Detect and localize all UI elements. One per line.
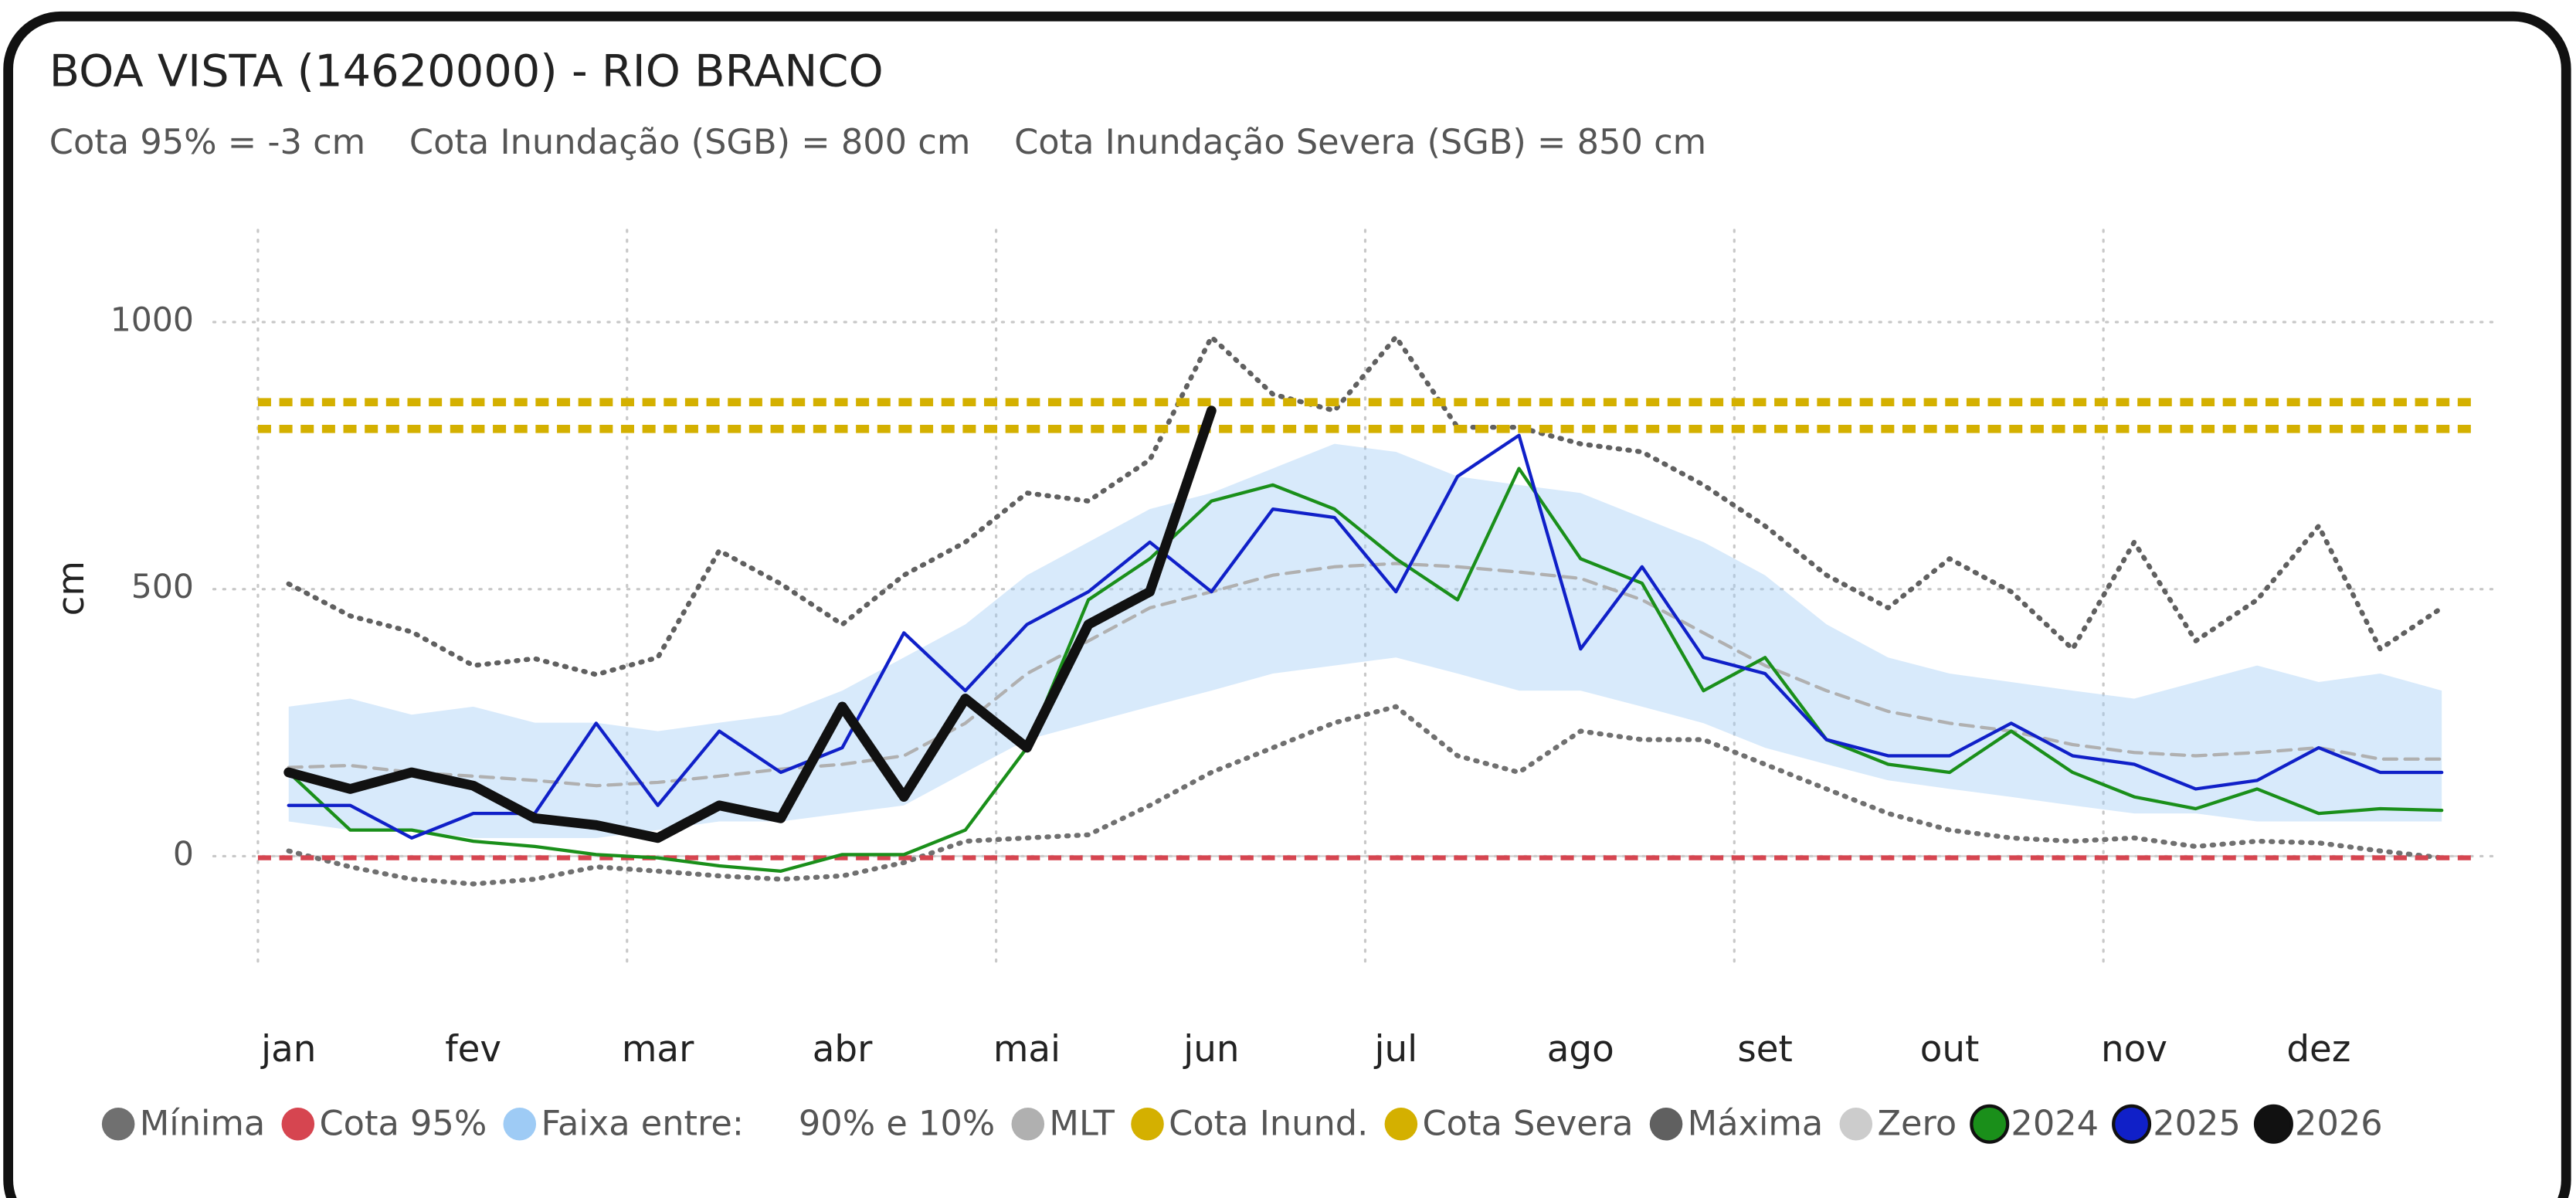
y-tick-label: 500 xyxy=(131,568,194,606)
chart-subtitle: Cota 95% = -3 cm Cota Inundação (SGB) = … xyxy=(49,122,1706,162)
x-tick-label: jan xyxy=(260,1029,316,1071)
legend-marker xyxy=(1011,1107,1045,1141)
series-line xyxy=(286,334,2445,677)
legend-marker xyxy=(1649,1107,1683,1141)
legend-marker xyxy=(1131,1107,1164,1141)
x-tick-label: abr xyxy=(813,1029,873,1071)
legend-marker xyxy=(101,1107,135,1141)
y-tick-label: 0 xyxy=(173,836,194,874)
legend-marker xyxy=(281,1107,315,1141)
legend-label: 2025 xyxy=(2153,1103,2241,1143)
legend-label: Cota Inund. xyxy=(1169,1103,1368,1143)
y-tick-label: 1000 xyxy=(110,302,194,340)
legend-label: Faixa entre: 90% e 10% xyxy=(541,1103,995,1143)
x-tick-label: jul xyxy=(1373,1029,1417,1071)
y-axis-label: cm xyxy=(51,561,93,616)
legend-label: Máxima xyxy=(1688,1103,1824,1143)
legend-marker xyxy=(2253,1104,2293,1144)
x-tick-label: nov xyxy=(2101,1029,2167,1071)
legend-label: Cota 95% xyxy=(319,1103,487,1143)
legend-marker xyxy=(2112,1104,2152,1144)
chart-title: BOA VISTA (14620000) - RIO BRANCO xyxy=(49,45,884,97)
legend-marker xyxy=(1839,1107,1873,1141)
x-tick-label: mai xyxy=(993,1029,1061,1071)
x-tick-label: jun xyxy=(1183,1029,1239,1071)
legend-label: 2024 xyxy=(2011,1103,2099,1143)
legend-label: MLT xyxy=(1049,1103,1115,1143)
legend-label: Zero xyxy=(1877,1103,1957,1143)
legend-label: 2026 xyxy=(2295,1103,2383,1143)
legend-marker xyxy=(503,1107,537,1141)
x-tick-label: mar xyxy=(622,1029,694,1071)
x-tick-label: out xyxy=(1920,1029,1980,1071)
legend-marker xyxy=(1970,1104,2010,1144)
series-line xyxy=(283,406,1217,843)
series-line xyxy=(287,433,2444,840)
series-line xyxy=(286,704,2445,887)
x-tick-label: set xyxy=(1737,1029,1792,1071)
x-tick-label: dez xyxy=(2286,1029,2350,1071)
series-line xyxy=(287,467,2444,873)
x-tick-label: fev xyxy=(445,1029,501,1071)
frame xyxy=(3,11,2571,1198)
legend-marker xyxy=(1384,1107,1418,1141)
x-tick-label: ago xyxy=(1547,1029,1614,1071)
legend-label: Cota Severa xyxy=(1423,1103,1634,1143)
legend-label: Mínima xyxy=(140,1103,265,1143)
